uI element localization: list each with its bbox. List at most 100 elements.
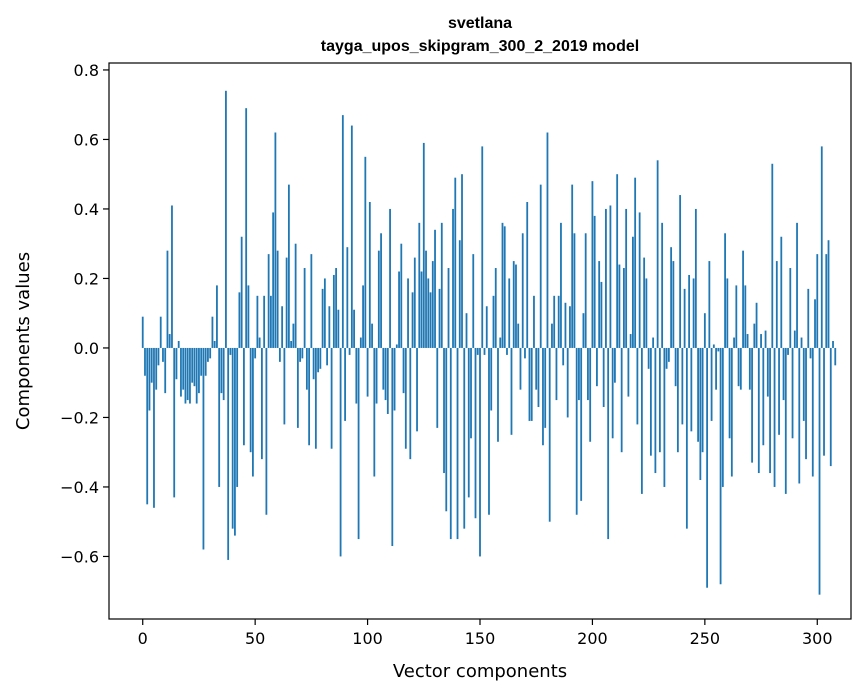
bar: [285, 257, 288, 348]
bar: [737, 347, 740, 387]
bar: [339, 347, 342, 557]
bar: [690, 347, 693, 432]
bar: [472, 254, 475, 348]
bar: [346, 247, 349, 348]
bar: [784, 347, 787, 494]
bar: [314, 347, 317, 449]
bar: [753, 323, 756, 348]
bar: [207, 347, 209, 362]
bar: [697, 347, 699, 442]
bar: [353, 309, 355, 348]
y-tick-label: −0.2: [60, 408, 99, 427]
bar: [499, 337, 502, 348]
bar: [305, 347, 308, 390]
bar: [512, 261, 515, 348]
bar: [209, 347, 212, 359]
bar: [602, 347, 605, 408]
bar: [265, 347, 268, 515]
bar: [627, 347, 630, 397]
x-axis-ticks: 0 50 100 150 200 250 300: [138, 619, 833, 648]
bar: [787, 347, 789, 355]
x-tick-label: 150: [465, 629, 496, 648]
bar: [373, 347, 376, 477]
bar: [296, 347, 299, 428]
bar: [243, 347, 245, 446]
bar: [663, 347, 666, 487]
bar: [382, 347, 385, 390]
bar: [816, 254, 819, 348]
bar: [436, 347, 439, 428]
bar: [344, 347, 346, 421]
bar: [481, 146, 484, 348]
bar: [703, 313, 706, 348]
bar: [598, 261, 601, 348]
bar: [805, 347, 807, 460]
bar: [283, 347, 286, 425]
bar: [553, 295, 556, 348]
bar: [593, 215, 596, 348]
bar: [818, 347, 821, 595]
bar: [562, 347, 565, 366]
bar: [236, 347, 239, 487]
bar: [618, 264, 621, 348]
bar: [649, 347, 652, 456]
bar: [528, 347, 531, 421]
bar: [391, 347, 394, 547]
bar: [762, 347, 765, 446]
bar: [715, 347, 717, 390]
bar: [335, 268, 337, 348]
bar: [182, 347, 185, 390]
bar: [694, 208, 697, 348]
bar: [386, 347, 389, 414]
bar: [177, 341, 180, 348]
bar: [321, 288, 324, 348]
bar: [661, 222, 664, 348]
bar: [447, 268, 450, 348]
bar: [735, 285, 738, 348]
bar: [638, 212, 641, 348]
bar: [409, 347, 412, 460]
bar: [168, 334, 171, 348]
bar: [488, 347, 490, 515]
bar: [771, 163, 774, 348]
bar: [150, 347, 153, 383]
bar: [782, 347, 785, 401]
bar: [611, 347, 614, 439]
bar: [216, 285, 218, 348]
bar: [760, 334, 762, 348]
bar: [323, 278, 326, 348]
bar: [739, 347, 742, 390]
bar: [416, 347, 418, 432]
plot-frame: [108, 62, 852, 620]
bar: [793, 330, 796, 348]
bar: [730, 347, 733, 477]
bar: [791, 347, 794, 439]
bar: [775, 261, 778, 348]
bars-group: [141, 90, 837, 595]
bar: [364, 156, 367, 348]
bar: [189, 347, 191, 404]
bar: [800, 337, 803, 348]
bar: [375, 347, 378, 404]
bar: [413, 257, 416, 348]
bar: [728, 347, 731, 439]
x-tick-label: 250: [690, 629, 721, 648]
bar: [789, 268, 792, 348]
bar: [434, 229, 436, 348]
bar: [429, 292, 432, 348]
bar: [287, 184, 290, 348]
bar: [811, 347, 814, 477]
bar: [748, 347, 751, 390]
bar: [578, 347, 580, 401]
bar: [456, 347, 459, 540]
bar: [366, 347, 369, 397]
bar: [458, 240, 461, 348]
x-axis-label: Vector components: [393, 661, 567, 682]
bar: [546, 132, 549, 348]
bar: [596, 347, 598, 387]
bar: [647, 347, 650, 369]
bar: [231, 347, 234, 529]
bar: [452, 208, 454, 348]
bar: [544, 347, 547, 428]
